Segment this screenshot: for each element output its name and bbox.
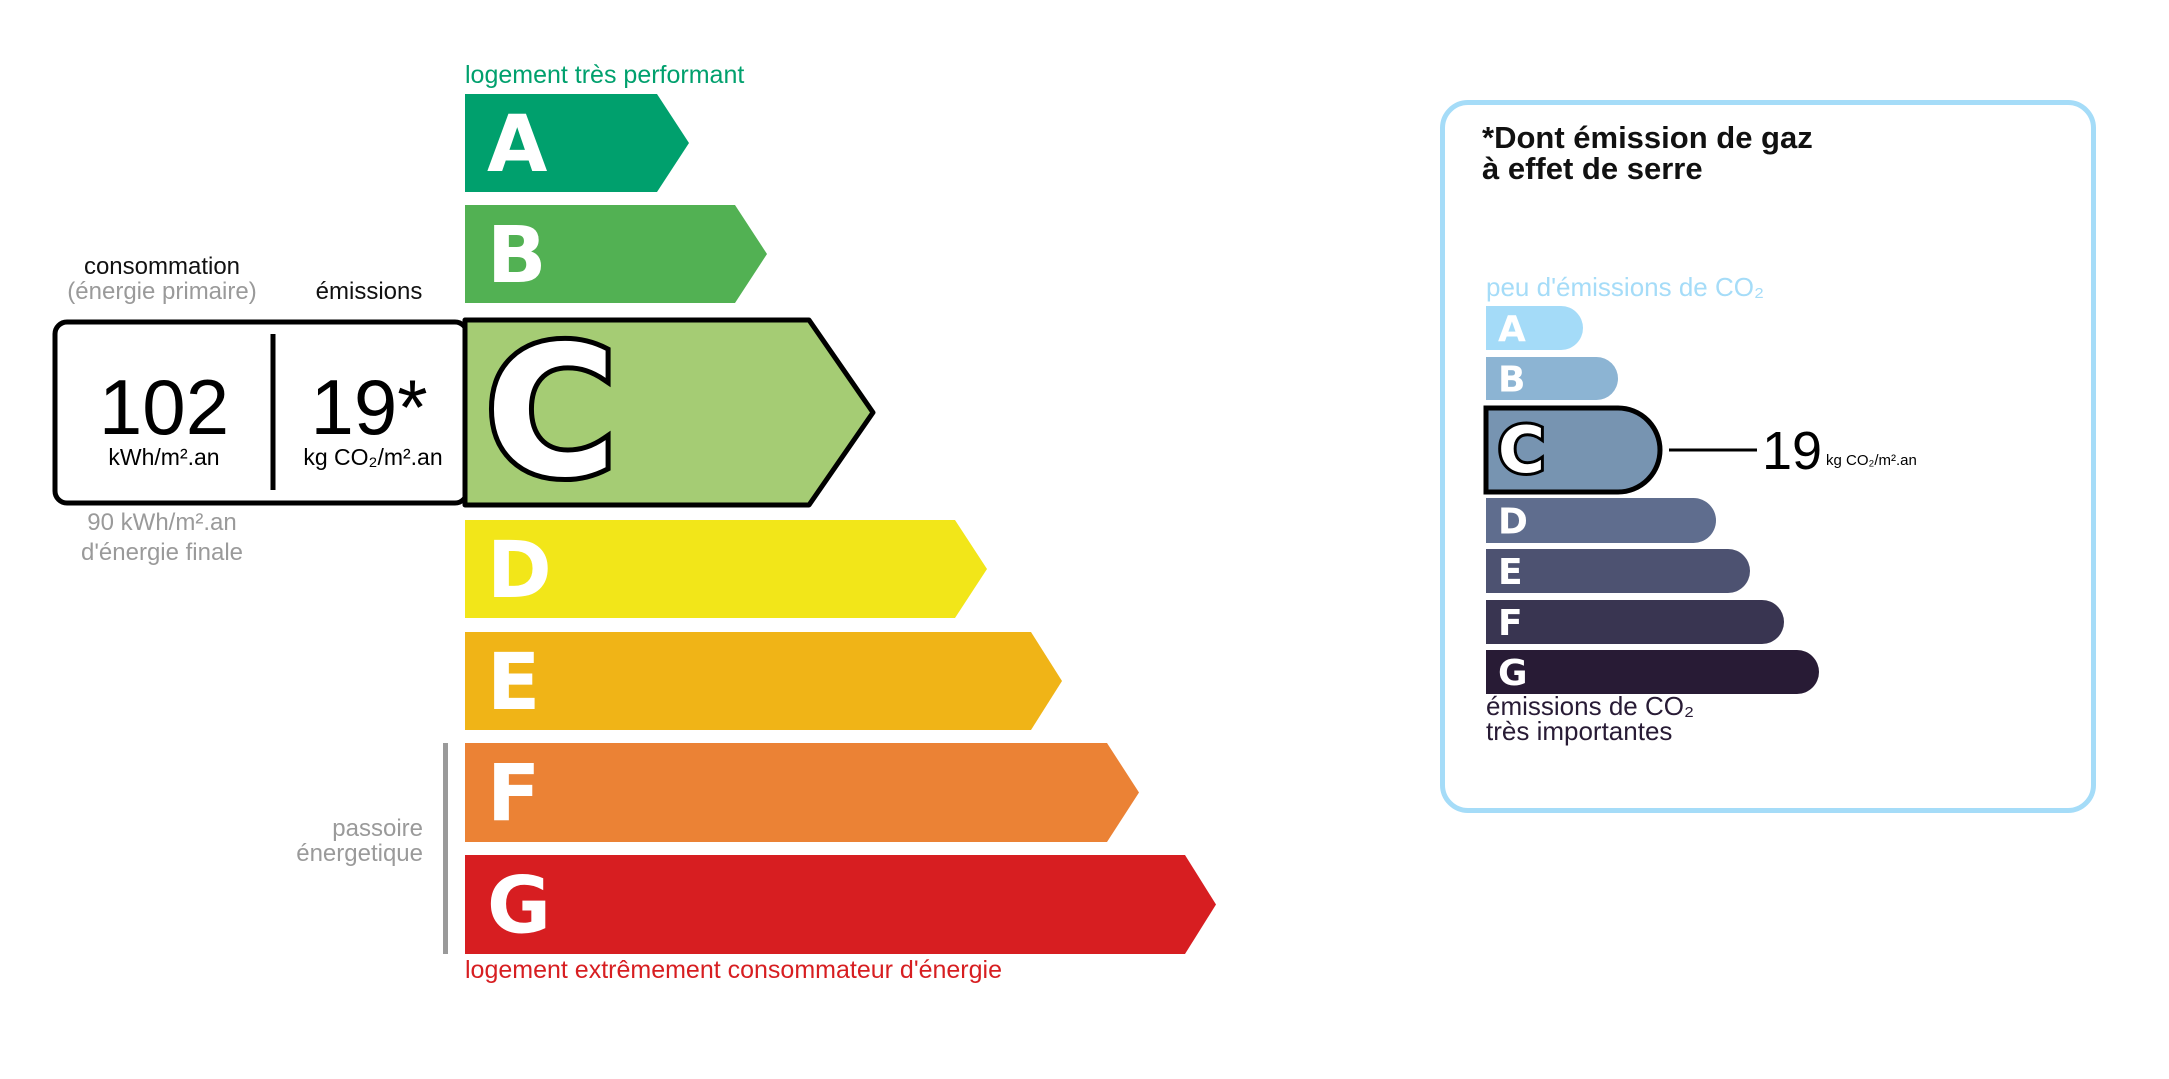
ghg-bar-letter-a: A — [1498, 309, 1526, 350]
ghg-bar-g — [1486, 650, 1819, 694]
emissions-value: 19* — [310, 363, 428, 451]
energy-bar-b — [465, 205, 767, 303]
energy-bar-letter-e: E — [487, 638, 540, 728]
ghg-value: 19 — [1762, 421, 1823, 481]
ghg-bottom-label: émissions de CO₂ très importantes — [1486, 691, 1695, 746]
energy-bar-letter-f: F — [487, 750, 540, 840]
consumption-title: consommation — [83, 253, 241, 280]
ghg-bar-c — [1483, 405, 1663, 495]
ghg-top-label: peu d'émissions de CO₂ — [1486, 272, 1765, 302]
emissions-unit: kg CO₂/m².an — [303, 444, 443, 470]
energy-bar-f — [465, 743, 1139, 842]
energy-bar-letter-a: A — [487, 100, 547, 190]
ghg-bar-letter-e: E — [1498, 552, 1523, 593]
energy-bar-letter-d: D — [487, 526, 552, 616]
ghg-bar-letter-d: D — [1498, 502, 1528, 543]
ghg-bar-letter-c: C — [1498, 414, 1545, 488]
energy-top-label: logement très performant — [465, 61, 745, 89]
ghg-title-line2: à effet de serre — [1482, 151, 1703, 186]
energy-bottom-label: logement extrêmement consommateur d'éner… — [465, 956, 1002, 984]
ghg-bottom-line1: émissions de CO₂ — [1486, 691, 1695, 721]
ghg-bar-b — [1486, 357, 1618, 400]
consumption-unit: kWh/m².an — [108, 444, 220, 470]
energy-bar-letter-c: C — [485, 309, 617, 518]
ghg-bar-d — [1486, 498, 1717, 543]
ghg-bar-f — [1486, 600, 1784, 644]
energy-bar-letter-b: B — [487, 211, 546, 301]
final-energy-label: d'énergie finale — [80, 539, 244, 566]
ghg-bar-a — [1486, 306, 1583, 350]
final-energy-value: 90 kWh/m².an — [87, 509, 237, 536]
ghg-bar-letter-g: G — [1498, 653, 1528, 694]
consumption-subtitle: (énergie primaire) — [67, 278, 257, 305]
ghg-bottom-line2: très importantes — [1486, 716, 1673, 746]
energy-bar-c — [462, 317, 876, 508]
ghg-bar-letter-f: F — [1498, 603, 1523, 644]
passoire-line1: passoire — [332, 815, 423, 842]
ghg-bar-letter-b: B — [1498, 360, 1525, 401]
ghg-title-line1: *Dont émission de gaz — [1482, 120, 1813, 155]
energy-bar-e — [465, 632, 1062, 730]
energy-bar-a — [465, 94, 689, 192]
ghg-title: *Dont émission de gaz à effet de serre — [1482, 122, 1813, 184]
passoire-label: passoire énergetique — [296, 816, 423, 866]
ghg-unit: kg CO₂/m².an — [1826, 452, 1917, 469]
ghg-bar-e — [1486, 549, 1750, 593]
passoire-bracket — [443, 743, 448, 954]
consumption-value: 102 — [98, 363, 230, 451]
passoire-line2: énergetique — [296, 840, 423, 867]
energy-bar-letter-g: G — [487, 862, 551, 952]
ghg-panel — [1440, 100, 2096, 813]
energy-bar-g — [465, 855, 1216, 954]
emissions-title: émissions — [315, 278, 423, 305]
energy-bar-d — [465, 520, 987, 618]
